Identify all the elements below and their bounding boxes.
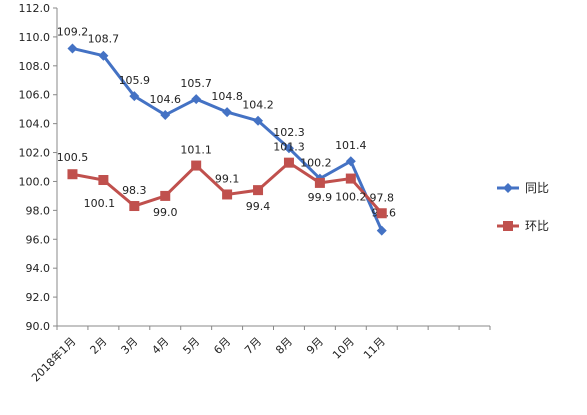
data-label: 102.3 — [273, 126, 305, 139]
data-label: 99.9 — [308, 191, 333, 204]
data-label: 99.4 — [246, 200, 271, 213]
data-point — [191, 160, 202, 171]
data-label: 104.8 — [211, 90, 243, 103]
x-tick-label: 8月 — [273, 335, 295, 357]
x-tick-label: 9月 — [304, 335, 326, 357]
y-tick-label: 92.0 — [26, 291, 51, 304]
data-point — [253, 185, 264, 196]
data-point — [283, 157, 294, 168]
data-label: 109.2 — [57, 25, 89, 38]
x-tick-label: 11月 — [361, 335, 388, 362]
data-label: 104.6 — [150, 93, 182, 106]
legend-label: 环比 — [525, 219, 549, 233]
data-point — [98, 175, 109, 186]
x-tick-label: 10月 — [330, 335, 357, 362]
y-tick-label: 102.0 — [19, 147, 51, 160]
data-point — [222, 189, 233, 200]
data-point — [283, 143, 294, 154]
data-point — [314, 177, 325, 188]
y-tick-label: 112.0 — [19, 2, 51, 15]
data-label: 100.5 — [57, 151, 89, 164]
data-label: 99.1 — [215, 172, 240, 185]
data-point — [160, 190, 171, 201]
y-tick-label: 96.0 — [26, 233, 51, 246]
x-tick-label: 7月 — [242, 335, 264, 357]
y-tick-label: 100.0 — [19, 175, 51, 188]
legend-label: 同比 — [525, 181, 549, 195]
data-point — [345, 156, 356, 167]
data-label: 105.7 — [180, 77, 212, 90]
x-tick-label: 6月 — [211, 335, 233, 357]
data-label: 100.1 — [84, 197, 116, 210]
data-label: 108.7 — [88, 33, 120, 46]
x-tick-label: 3月 — [119, 335, 141, 357]
y-tick-label: 104.0 — [19, 118, 51, 131]
data-point — [191, 94, 202, 105]
data-label: 101.4 — [335, 139, 367, 152]
x-tick-label: 2018年1月 — [28, 334, 78, 384]
y-tick-label: 98.0 — [26, 204, 51, 217]
data-point — [67, 169, 78, 180]
data-label: 99.0 — [153, 206, 178, 219]
x-tick-label: 2月 — [88, 335, 110, 357]
legend-marker — [503, 221, 513, 231]
y-tick-label: 90.0 — [26, 320, 51, 333]
x-tick-label: 5月 — [180, 335, 202, 357]
data-point — [129, 91, 140, 102]
data-label: 101.1 — [180, 144, 212, 157]
data-point — [98, 50, 109, 61]
data-point — [345, 173, 356, 184]
y-tick-label: 110.0 — [19, 31, 51, 44]
data-point — [222, 107, 233, 118]
data-label: 104.2 — [242, 99, 274, 112]
data-label: 101.3 — [273, 141, 305, 154]
legend-marker — [503, 183, 513, 193]
y-tick-label: 108.0 — [19, 60, 51, 73]
x-tick-label: 4月 — [149, 335, 171, 357]
y-tick-label: 106.0 — [19, 89, 51, 102]
data-label: 105.9 — [119, 74, 151, 87]
data-point — [253, 115, 264, 126]
data-label: 97.8 — [370, 191, 395, 204]
data-point — [376, 208, 387, 219]
data-point — [67, 43, 78, 54]
data-label: 100.2 — [335, 191, 367, 204]
data-point — [160, 109, 171, 120]
data-label: 100.2 — [300, 157, 332, 170]
data-label: 98.3 — [122, 184, 147, 197]
data-point — [376, 225, 387, 236]
y-tick-label: 94.0 — [26, 262, 51, 275]
data-point — [129, 201, 140, 212]
